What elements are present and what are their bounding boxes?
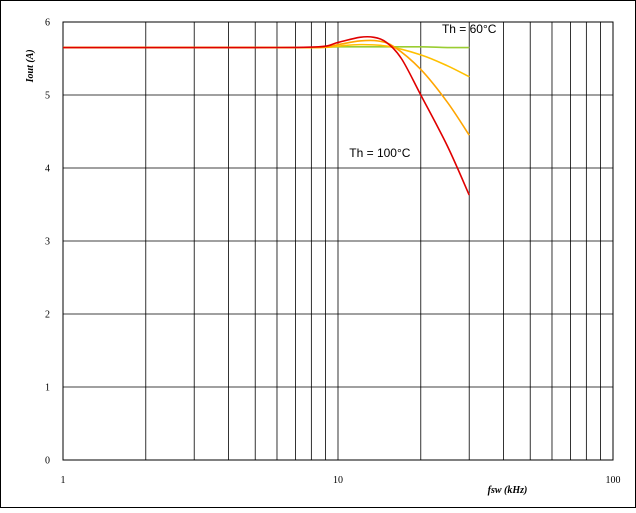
plot-area-border [62,21,614,461]
grid [63,22,613,460]
y-tick-label: 2 [45,310,50,321]
x-tick-label: 1 [61,475,66,486]
x-tick-label: 100 [606,475,621,486]
y-tick-label: 0 [45,456,50,467]
y-tick-label: 5 [45,91,50,102]
series-layer [62,35,470,196]
x-axis-label: fsw (kHz) [488,485,528,496]
x-tick-label: 10 [333,475,343,486]
annotations: Th = 60°C Th = 100°C [349,22,496,160]
series-line-4 [62,35,470,196]
annotation-label: Th = 60°C [442,22,497,36]
y-tick-label: 1 [45,383,50,394]
y-tick-label: 6 [45,18,50,29]
annotation-label: Th = 100°C [349,146,411,160]
y-tick-label: 4 [45,164,50,175]
y-tick-label: 3 [45,237,50,248]
y-axis-label: Iout (A) [25,49,36,83]
